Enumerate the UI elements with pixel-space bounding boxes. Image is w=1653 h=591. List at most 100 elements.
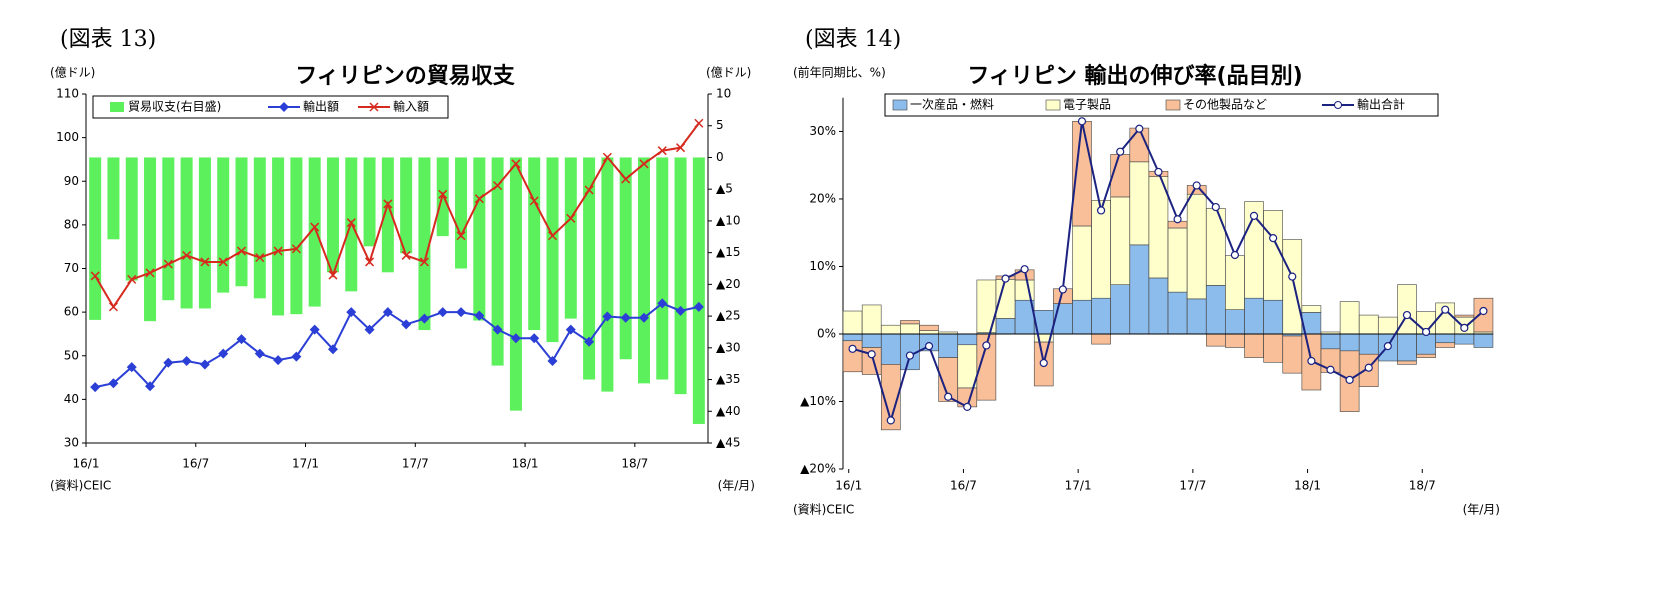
marker	[127, 274, 137, 284]
marker	[982, 341, 991, 350]
marker	[1077, 117, 1087, 126]
marker	[1096, 206, 1106, 215]
legend-marker	[1334, 101, 1342, 109]
legend-swatch	[1165, 99, 1181, 111]
marker	[1402, 310, 1412, 320]
bar	[919, 324, 939, 331]
y2-tick-label: ▲25	[716, 309, 741, 323]
marker	[1058, 285, 1067, 294]
bar	[1263, 299, 1283, 335]
bar	[162, 157, 175, 301]
bar	[1397, 360, 1417, 365]
marker	[438, 189, 448, 199]
marker	[1460, 323, 1469, 333]
bar	[842, 333, 863, 342]
bar	[880, 364, 901, 431]
marker	[328, 270, 338, 280]
marker	[1039, 358, 1048, 368]
marker	[163, 259, 173, 269]
bar	[1129, 161, 1150, 246]
marker	[529, 196, 539, 206]
y2-axis-label: (億ドル)	[706, 66, 751, 80]
marker	[905, 351, 915, 360]
x-unit: (年/月)	[1463, 503, 1500, 517]
marker	[437, 307, 448, 318]
bar	[1072, 299, 1092, 335]
bar	[938, 333, 958, 358]
marker	[145, 381, 156, 392]
marker	[108, 302, 118, 312]
marker	[145, 268, 155, 278]
x-tick-label: 16/1	[73, 457, 100, 471]
y-tick-label: 80	[64, 217, 79, 231]
bar	[1110, 196, 1131, 286]
marker	[602, 311, 613, 322]
bar	[1454, 333, 1475, 345]
legend-label: 輸出合計	[1357, 97, 1405, 112]
figure-label: (図表 13)	[60, 27, 156, 52]
marker	[90, 382, 101, 393]
bar	[1072, 225, 1092, 301]
line	[94, 122, 700, 309]
y2-tick-label: ▲35	[716, 372, 741, 386]
marker	[492, 324, 503, 335]
bar	[1339, 301, 1360, 335]
marker	[1192, 181, 1201, 190]
marker	[365, 257, 375, 267]
y-tick-label: 40	[64, 392, 79, 406]
bar	[1091, 333, 1111, 345]
bar	[1282, 335, 1303, 374]
bar	[637, 157, 650, 384]
marker	[1288, 272, 1297, 281]
x-tick-label: 17/7	[402, 457, 429, 471]
legend-label: 輸出額	[303, 99, 339, 114]
bar	[1129, 244, 1150, 335]
marker	[90, 271, 100, 281]
bar	[180, 157, 193, 309]
bar	[326, 157, 339, 273]
line	[852, 121, 1485, 424]
marker	[1001, 274, 1010, 283]
marker	[944, 392, 953, 401]
bar	[995, 318, 1016, 335]
y2-tick-label: ▲5	[716, 182, 733, 196]
legend-marker	[369, 102, 379, 112]
marker	[511, 159, 521, 169]
bar	[1378, 316, 1398, 335]
x-tick-label: 18/1	[512, 457, 539, 471]
marker	[1383, 342, 1392, 351]
bar	[1091, 200, 1111, 299]
y2-tick-label: ▲30	[716, 340, 741, 354]
marker	[547, 231, 558, 241]
legend-marker	[279, 102, 289, 112]
bar	[1320, 333, 1341, 350]
bar	[1148, 277, 1169, 335]
marker	[1116, 147, 1125, 156]
bar	[861, 333, 882, 348]
marker	[236, 334, 247, 345]
marker	[1211, 202, 1220, 212]
marker	[273, 246, 283, 256]
marker	[126, 362, 137, 373]
y2-tick-label: ▲20	[716, 277, 741, 291]
marker	[676, 143, 686, 153]
bar	[564, 157, 577, 319]
marker	[639, 159, 649, 169]
bar	[509, 157, 522, 411]
marker	[657, 146, 667, 156]
bar	[528, 157, 541, 331]
y-tick-label: 100	[56, 130, 79, 144]
marker	[1249, 211, 1259, 220]
marker	[1479, 306, 1488, 316]
legend-swatch	[110, 102, 124, 112]
marker	[108, 378, 119, 389]
marker	[566, 213, 576, 223]
bar	[89, 157, 102, 320]
y-axis-label: (前年同期比、%)	[793, 65, 886, 80]
bar	[363, 157, 376, 247]
marker	[547, 355, 558, 366]
x-tick-label: 18/7	[621, 457, 648, 471]
bar	[1148, 176, 1169, 279]
marker	[529, 333, 540, 344]
bar	[1397, 333, 1417, 362]
